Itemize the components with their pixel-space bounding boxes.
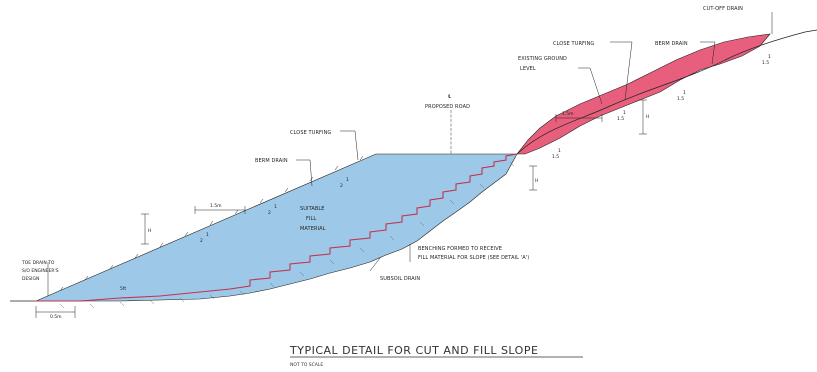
slope-ratio-cut-1-one: 1: [768, 54, 771, 60]
dim-h-road: H: [535, 178, 538, 184]
slope-ratio-fill-1: 2: [200, 238, 203, 244]
proposed-road-label: PROPOSED ROAD: [425, 104, 470, 110]
leader-lines: [47, 12, 773, 296]
toe-drain-line3: DESIGN: [22, 276, 39, 282]
dim-1-5m-fill: 1.5m: [210, 203, 222, 209]
dim-1-5m-cut: 1.5m: [562, 111, 574, 117]
dim-cut-bench: [529, 99, 647, 191]
slope-ratio-cut-4-one: 1: [558, 148, 561, 154]
slope-ratio-fill-3: 2: [340, 183, 343, 189]
berm-drain-fill-label: BERM DRAIN: [255, 158, 288, 164]
slope-ratio-fill-2-one: 1: [274, 204, 277, 210]
existing-ground-label: EXISTING GROUND: [518, 56, 567, 62]
diagram-subtitle: NOT TO SCALE: [290, 362, 323, 368]
existing-ground-line: [516, 29, 817, 155]
slope-ratio-cut-2: 1.5: [677, 96, 684, 102]
cut-material-region: [516, 33, 771, 155]
diagram-title: TYPICAL DETAIL FOR CUT AND FILL SLOPE: [289, 344, 538, 357]
dim-5ft: 5ft: [120, 286, 126, 292]
toe-drain-line1: TOE DRAIN TO: [21, 260, 55, 266]
berm-drain-cut-label: BERM DRAIN: [655, 41, 688, 47]
cut-off-drain-label: CUT-OFF DRAIN: [703, 6, 743, 12]
slope-ratio-cut-1: 1.5: [762, 60, 769, 66]
slope-ratio-cut-4: 1.5: [552, 154, 559, 160]
dim-fill-bench: [141, 206, 246, 245]
dim-h-cut: H: [646, 114, 649, 120]
dim-toe: [35, 306, 76, 318]
slope-ratio-fill-1-one: 1: [206, 232, 209, 238]
benching-steps: [36, 153, 518, 302]
dim-0-5m: 0.5m: [50, 314, 62, 320]
ground-hatch: [59, 161, 515, 309]
slope-ratio-cut-3: 1.5: [617, 116, 624, 122]
close-turfing-fill-label: CLOSE TURFING: [290, 130, 331, 136]
centerline-symbol: ℄: [448, 94, 452, 100]
suitable-label: SUITABLE: [300, 206, 325, 212]
slope-ratio-fill-3-one: 1: [346, 177, 349, 183]
slope-ratio-cut-3-one: 1: [623, 110, 626, 116]
level-label: LEVEL: [520, 66, 536, 72]
close-turfing-cut-label: CLOSE TURFING: [553, 41, 594, 47]
material-label: MATERIAL: [300, 226, 326, 232]
fill-material-region: [35, 153, 518, 302]
fill-label: FILL: [306, 216, 316, 222]
slope-ratio-cut-2-one: 1: [683, 90, 686, 96]
benching-line1: BENCHING FORMED TO RECEIVE: [418, 246, 502, 252]
toe-drain-line2: S/O ENGINEER'S: [22, 268, 59, 274]
slope-ratio-fill-2: 2: [268, 210, 271, 216]
dim-h-fill: H: [148, 228, 151, 234]
subsoil-drain-label: SUBSOIL DRAIN: [380, 276, 420, 282]
benching-line2: FILL MATERIAL FOR SLOPE (SEE DETAIL 'A'): [418, 255, 529, 261]
